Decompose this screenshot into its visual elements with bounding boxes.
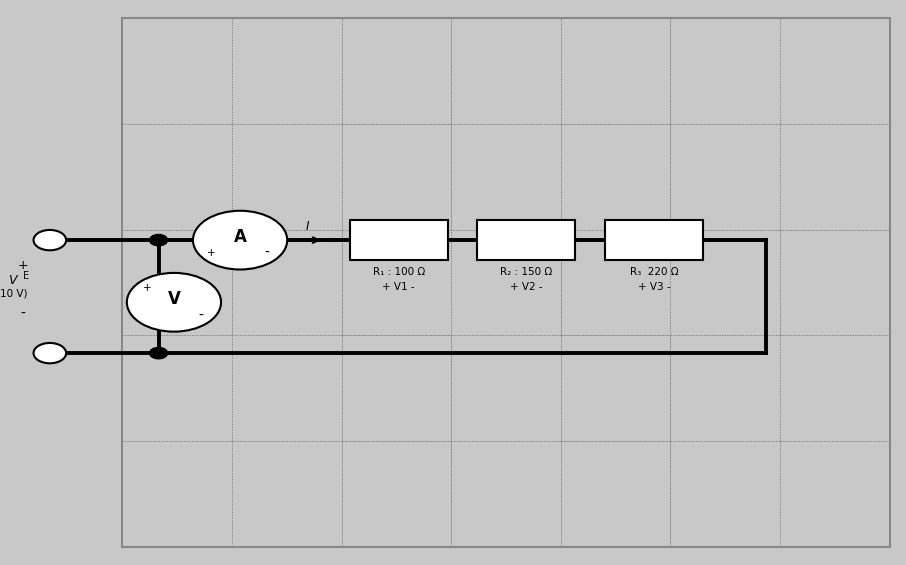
Bar — [122, 18, 232, 124]
Bar — [232, 124, 342, 229]
Text: R₂ : 150 Ω: R₂ : 150 Ω — [500, 267, 553, 277]
Text: + V2 -: + V2 - — [510, 282, 543, 292]
Text: R₁ : 100 Ω: R₁ : 100 Ω — [372, 267, 425, 277]
Bar — [342, 336, 451, 441]
Bar — [780, 18, 890, 124]
Bar — [342, 441, 451, 547]
Bar — [122, 229, 232, 336]
Text: +: + — [207, 247, 216, 258]
Bar — [122, 441, 232, 547]
Bar — [670, 336, 780, 441]
Bar — [342, 18, 451, 124]
Circle shape — [34, 343, 66, 363]
Bar — [780, 124, 890, 229]
Circle shape — [127, 273, 221, 332]
Bar — [561, 124, 670, 229]
Circle shape — [193, 211, 287, 270]
Text: I: I — [305, 219, 309, 233]
Bar — [122, 336, 232, 441]
Text: +: + — [142, 282, 151, 293]
Text: + V3 -: + V3 - — [638, 282, 670, 292]
Bar — [670, 229, 780, 336]
Bar — [451, 336, 561, 441]
Bar — [780, 229, 890, 336]
Bar — [670, 18, 780, 124]
Text: -: - — [198, 309, 204, 323]
Text: A: A — [234, 228, 246, 246]
Text: +: + — [17, 259, 28, 272]
Text: + V1 -: + V1 - — [382, 282, 415, 292]
Circle shape — [149, 347, 168, 359]
Text: E: E — [23, 271, 29, 281]
Text: V: V — [168, 290, 180, 308]
Text: (10 V): (10 V) — [0, 289, 27, 299]
Bar — [451, 441, 561, 547]
Text: -: - — [20, 307, 25, 320]
Bar — [342, 124, 451, 229]
FancyBboxPatch shape — [605, 220, 703, 260]
Bar — [451, 229, 561, 336]
Bar — [232, 336, 342, 441]
Text: R₃  220 Ω: R₃ 220 Ω — [630, 267, 679, 277]
Bar — [561, 229, 670, 336]
Bar — [451, 18, 561, 124]
Bar — [232, 18, 342, 124]
Bar — [561, 336, 670, 441]
Bar — [232, 229, 342, 336]
FancyBboxPatch shape — [477, 220, 575, 260]
Bar — [122, 124, 232, 229]
Bar — [561, 441, 670, 547]
Bar — [561, 18, 670, 124]
Bar — [342, 229, 451, 336]
Bar — [670, 124, 780, 229]
Bar — [780, 336, 890, 441]
Bar — [232, 441, 342, 547]
Bar — [670, 441, 780, 547]
FancyBboxPatch shape — [350, 220, 448, 260]
Circle shape — [149, 234, 168, 246]
Text: V: V — [7, 274, 16, 288]
Bar — [122, 18, 890, 547]
Text: -: - — [265, 246, 270, 259]
Circle shape — [34, 230, 66, 250]
Bar — [451, 124, 561, 229]
Bar — [780, 441, 890, 547]
